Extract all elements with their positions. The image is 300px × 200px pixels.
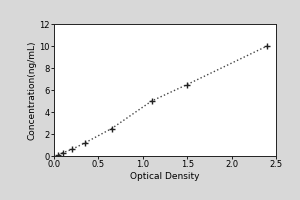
X-axis label: Optical Density: Optical Density (130, 172, 200, 181)
Y-axis label: Concentration(ng/mL): Concentration(ng/mL) (28, 40, 37, 140)
